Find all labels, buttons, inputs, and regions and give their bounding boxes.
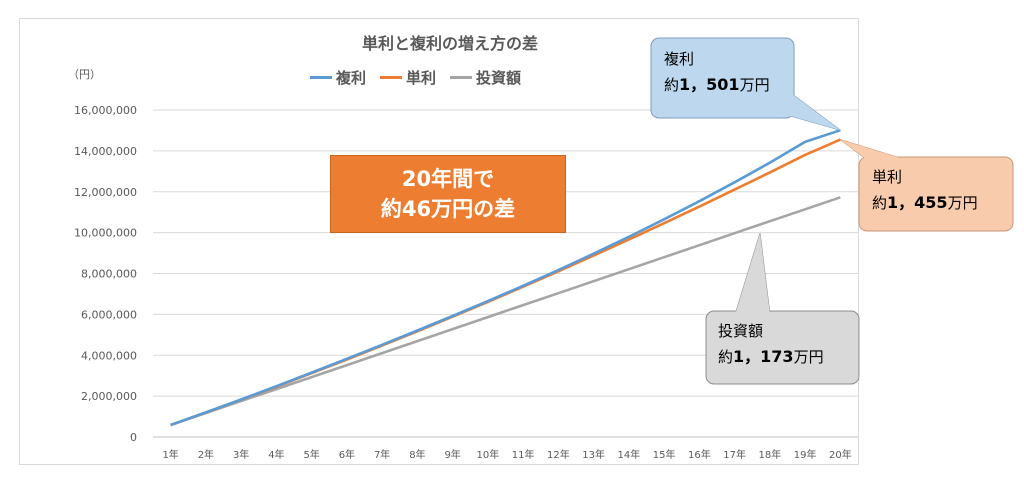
x-tick-label: 16年 — [688, 448, 711, 461]
y-tick-label: 10,000,000 — [74, 227, 137, 240]
callout-invest: 投資額 約1，173万円 — [718, 318, 824, 370]
x-tick-label: 18年 — [759, 448, 782, 461]
legend-label-compound: 複利 — [336, 69, 367, 87]
callout-compound-box-fill — [652, 39, 793, 117]
x-tick-label: 7年 — [374, 448, 390, 461]
difference-highlight-box: 20年間で 約46万円の差 — [330, 155, 566, 233]
x-tick-label: 15年 — [653, 448, 676, 461]
legend-swatch-invest — [450, 76, 473, 79]
x-tick-label: 13年 — [582, 448, 605, 461]
x-tick-label: 19年 — [794, 448, 817, 461]
x-tick-label: 6年 — [339, 448, 355, 461]
legend: 複利 単利 投資額 — [310, 67, 521, 88]
legend-item-simple: 単利 — [380, 67, 436, 88]
x-tick-label: 1年 — [162, 448, 178, 461]
legend-label-invest: 投資額 — [476, 69, 522, 87]
callout-compound-prefix: 約 — [664, 76, 680, 94]
callout-shapes — [650, 37, 1014, 385]
callout-compound: 複利 約1，501万円 — [664, 46, 770, 98]
y-tick-label: 14,000,000 — [74, 145, 137, 158]
x-tick-label: 2年 — [198, 448, 214, 461]
y-axis-unit-label: （円） — [68, 68, 101, 81]
callout-compound-value: 1，501 — [679, 75, 740, 94]
series-line-0 — [170, 128, 841, 427]
x-tick-label: 5年 — [303, 448, 319, 461]
callout-invest-prefix: 約 — [718, 348, 734, 366]
x-tick-label: 3年 — [233, 448, 249, 461]
x-tick-label: 11年 — [512, 448, 535, 461]
y-tick-label: 6,000,000 — [81, 308, 137, 321]
callout-simple-suffix: 万円 — [947, 194, 978, 212]
x-tick-label: 10年 — [477, 448, 500, 461]
legend-item-invest: 投資額 — [450, 67, 521, 88]
callout-simple-amount: 約1，455万円 — [872, 190, 978, 216]
legend-swatch-simple — [380, 76, 403, 79]
x-tick-label: 17年 — [723, 448, 746, 461]
y-tick-label: 0 — [130, 431, 137, 444]
highlight-line-2: 約46万円の差 — [380, 197, 516, 221]
callout-invest-value: 1，173 — [733, 347, 794, 366]
callout-compound-amount: 約1，501万円 — [664, 72, 770, 98]
callout-compound-label: 複利 — [664, 50, 695, 68]
callout-invest-amount: 約1，173万円 — [718, 344, 824, 370]
callout-simple-value: 1，455 — [887, 193, 948, 212]
callout-simple-prefix: 約 — [872, 194, 888, 212]
callout-invest-suffix: 万円 — [793, 348, 824, 366]
callout-simple-box-fill — [860, 158, 1012, 230]
callout-invest-pointer-fill — [735, 233, 770, 315]
y-tick-label: 2,000,000 — [81, 390, 137, 403]
y-tick-label: 8,000,000 — [81, 268, 137, 281]
callout-invest-box-fill — [707, 312, 858, 383]
callout-simple: 単利 約1，455万円 — [872, 164, 978, 216]
x-tick-label: 20年 — [829, 448, 852, 461]
y-tick-label: 16,000,000 — [74, 104, 137, 117]
y-axis-ticks: 0 2,000,000 4,000,000 6,000,000 8,000,000 10,… — [74, 104, 137, 444]
highlight-line-1: 20年間で — [401, 167, 495, 191]
x-tick-label: 12年 — [547, 448, 570, 461]
series-lines — [170, 128, 841, 427]
legend-label-simple: 単利 — [406, 69, 437, 87]
legend-item-compound: 複利 — [310, 67, 366, 88]
chart-title: 単利と複利の増え方の差 — [361, 34, 538, 53]
callout-invest-label: 投資額 — [718, 322, 764, 340]
x-tick-label: 9年 — [444, 448, 460, 461]
series-line-2 — [170, 196, 841, 427]
callout-simple-label: 単利 — [872, 168, 903, 186]
callout-compound-suffix: 万円 — [739, 76, 770, 94]
x-tick-label: 8年 — [409, 448, 425, 461]
x-tick-label: 14年 — [618, 448, 641, 461]
callout-simple-pointer-fill — [840, 139, 900, 162]
legend-swatch-compound — [310, 76, 332, 79]
y-tick-label: 12,000,000 — [74, 186, 137, 199]
y-tick-label: 4,000,000 — [81, 349, 137, 362]
x-axis-ticks: 1年 2年 3年 4年 5年 6年 7年 8年 9年 10年 11年 12年 13年 14年 15年 16年 1… — [162, 448, 851, 461]
x-tick-label: 4年 — [268, 448, 284, 461]
